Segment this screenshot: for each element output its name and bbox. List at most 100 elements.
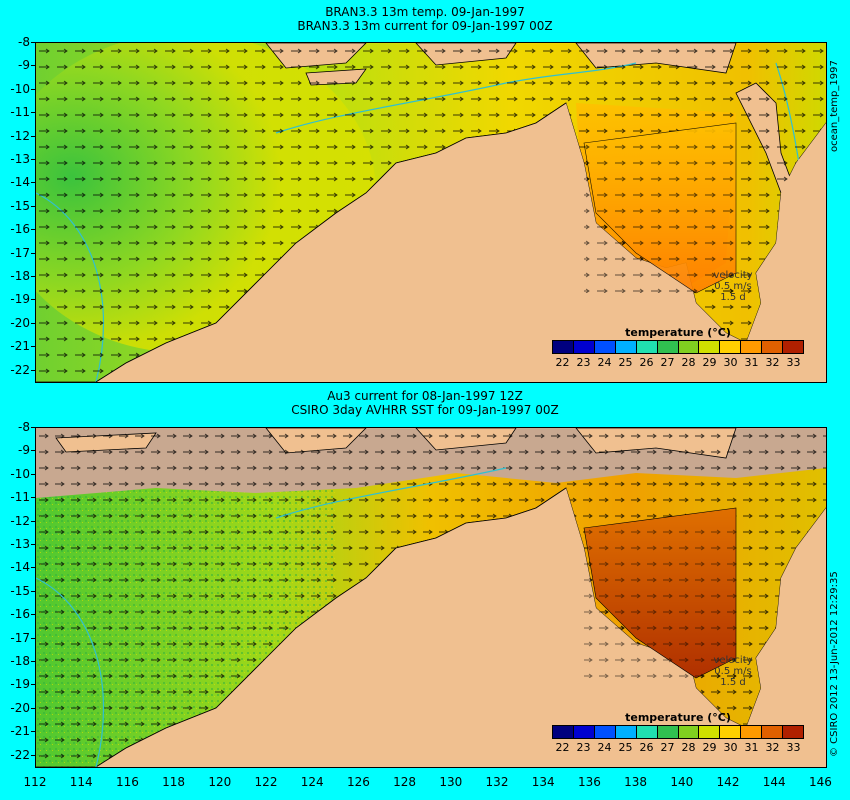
bottom-map-canvas — [36, 428, 826, 767]
top-map-panel — [35, 42, 827, 383]
colorbar-tick-label: 25 — [618, 356, 633, 369]
bottom-side-label: © CSIRO 2012 13-Jun-2012 12:29:35 — [829, 571, 840, 757]
colorbar-segment — [720, 726, 742, 738]
top-y-tick: -9 — [2, 59, 35, 71]
colorbar-tick-label: 30 — [723, 741, 738, 754]
colorbar-segment — [573, 341, 595, 353]
x-tick: 146 — [808, 775, 832, 789]
bottom-colorbar-ticks: 22 23 24 25 26 27 28 29 30 31 32 33 — [552, 739, 804, 754]
top-y-tick: -11 — [2, 106, 35, 118]
bottom-map-panel — [35, 427, 827, 768]
x-tick: 118 — [162, 775, 186, 789]
x-tick: 126 — [346, 775, 370, 789]
bottom-y-tick: -17 — [2, 632, 35, 644]
bottom-y-tick: -13 — [2, 538, 35, 550]
top-title-line2: BRAN3.3 13m current for 09-Jan-1997 00Z — [297, 19, 553, 33]
x-tick: 138 — [624, 775, 648, 789]
top-y-tick: -16 — [2, 223, 35, 235]
colorbar-segment — [553, 726, 574, 738]
colorbar-tick-label: 27 — [660, 741, 675, 754]
bottom-y-tick: -16 — [2, 608, 35, 620]
colorbar-tick-label: 23 — [576, 741, 591, 754]
colorbar-tick-label: 24 — [597, 356, 612, 369]
colorbar-tick-label: 31 — [744, 741, 759, 754]
colorbar-segment — [594, 726, 616, 738]
colorbar-tick-label: 26 — [639, 356, 654, 369]
colorbar-segment — [615, 341, 637, 353]
bottom-colorbar — [552, 725, 804, 739]
colorbar-segment — [573, 726, 595, 738]
colorbar-tick-label: 31 — [744, 356, 759, 369]
colorbar-tick-label: 28 — [681, 741, 696, 754]
top-y-tick: -18 — [2, 270, 35, 282]
x-tick: 140 — [670, 775, 694, 789]
colorbar-tick-label: 33 — [786, 741, 801, 754]
colorbar-tick-label: 30 — [723, 356, 738, 369]
top-y-tick: -10 — [2, 83, 35, 95]
top-velocity-value: 0.5 m/s — [714, 281, 752, 292]
bottom-y-tick: -21 — [2, 725, 35, 737]
x-tick: 130 — [439, 775, 463, 789]
bottom-y-tick: -18 — [2, 655, 35, 667]
colorbar-tick-label: 22 — [555, 356, 570, 369]
top-velocity-label: velocity — [713, 270, 753, 281]
bottom-y-tick: -10 — [2, 468, 35, 480]
colorbar-segment — [678, 726, 700, 738]
colorbar-segment — [678, 341, 700, 353]
colorbar-segment — [741, 726, 763, 738]
top-title-line1: BRAN3.3 13m temp. 09-Jan-1997 — [325, 5, 525, 19]
x-tick: 134 — [531, 775, 555, 789]
bottom-velocity-value: 0.5 m/s — [714, 666, 752, 677]
colorbar-segment — [657, 726, 679, 738]
top-velocity-days: 1.5 d — [720, 292, 746, 303]
x-tick: 124 — [300, 775, 324, 789]
bottom-colorbar-legend: temperature (°C) 22 23 24 25 26 27 28 29 30 31 32 3… — [552, 711, 804, 754]
top-side-label: ocean_temp_1997 — [829, 60, 840, 152]
bottom-y-tick: -19 — [2, 678, 35, 690]
bottom-y-tick: -12 — [2, 515, 35, 527]
colorbar-tick-label: 29 — [702, 356, 717, 369]
bottom-title-line1: Au3 current for 08-Jan-1997 12Z — [327, 389, 523, 403]
x-tick: 142 — [716, 775, 740, 789]
colorbar-segment — [741, 341, 763, 353]
x-tick: 128 — [393, 775, 417, 789]
x-tick: 122 — [254, 775, 278, 789]
colorbar-segment — [699, 341, 721, 353]
bottom-legend-title: temperature (°C) — [625, 711, 731, 724]
colorbar-tick-label: 29 — [702, 741, 717, 754]
bottom-y-tick: -9 — [2, 444, 35, 456]
top-colorbar-legend: temperature (°C) 22 23 24 25 26 27 28 29 30 31 32 3… — [552, 326, 804, 369]
colorbar-tick-label: 24 — [597, 741, 612, 754]
colorbar-tick-label: 32 — [765, 356, 780, 369]
top-colorbar-ticks: 22 23 24 25 26 27 28 29 30 31 32 33 — [552, 354, 804, 369]
bottom-y-tick: -14 — [2, 561, 35, 573]
colorbar-segment — [762, 726, 784, 738]
colorbar-segment — [762, 341, 784, 353]
colorbar-segment — [594, 341, 616, 353]
colorbar-segment — [615, 726, 637, 738]
bottom-title-line2: CSIRO 3day AVHRR SST for 09-Jan-1997 00Z — [291, 403, 559, 417]
colorbar-segment — [783, 341, 804, 353]
x-tick: 136 — [577, 775, 601, 789]
top-y-tick: -22 — [2, 364, 35, 376]
colorbar-segment — [699, 726, 721, 738]
top-y-tick: -13 — [2, 153, 35, 165]
top-velocity-key: velocity 0.5 m/s 1.5 d — [698, 270, 768, 303]
bottom-y-tick: -22 — [2, 749, 35, 761]
colorbar-segment — [553, 341, 574, 353]
top-y-tick: -21 — [2, 340, 35, 352]
top-y-tick: -15 — [2, 200, 35, 212]
bottom-velocity-label: velocity — [713, 655, 753, 666]
x-tick: 116 — [115, 775, 139, 789]
bottom-velocity-days: 1.5 d — [720, 677, 746, 688]
colorbar-tick-label: 27 — [660, 356, 675, 369]
top-legend-title: temperature (°C) — [625, 326, 731, 339]
x-tick: 144 — [762, 775, 786, 789]
x-tick: 120 — [208, 775, 232, 789]
colorbar-segment — [636, 726, 658, 738]
top-y-tick: -14 — [2, 176, 35, 188]
top-y-tick: -20 — [2, 317, 35, 329]
x-tick: 132 — [485, 775, 509, 789]
top-colorbar — [552, 340, 804, 354]
colorbar-tick-label: 33 — [786, 356, 801, 369]
